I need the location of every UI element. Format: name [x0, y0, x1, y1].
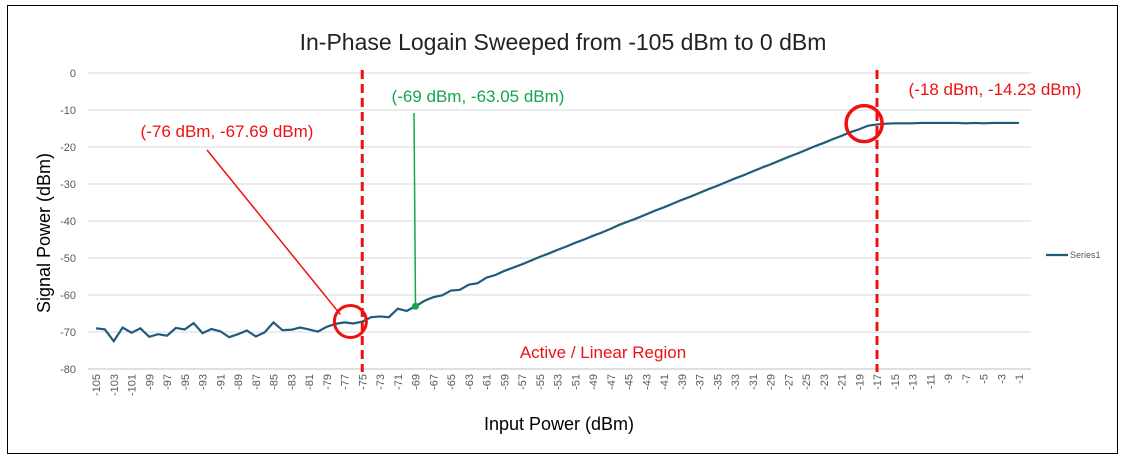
series-line — [95, 121, 1019, 344]
y-tick-label: -60 — [60, 290, 76, 302]
legend-label: Series1 — [1070, 250, 1101, 260]
x-tick-label: -51 — [570, 374, 582, 390]
x-tick-label: -89 — [233, 374, 245, 390]
x-tick-label: -83 — [286, 374, 298, 390]
annotation-label: (-18 dBm, -14.23 dBm) — [909, 80, 1082, 99]
x-tick-label: -91 — [215, 374, 227, 390]
marker-dot — [412, 302, 419, 310]
y-tick-label: -70 — [60, 327, 76, 339]
y-tick-label: -80 — [60, 364, 76, 376]
x-tick-label: -105 — [91, 374, 103, 396]
x-tick-label: -35 — [712, 374, 724, 390]
x-tick-label: -21 — [837, 374, 849, 390]
x-tick-label: -17 — [872, 374, 884, 390]
x-tick-label: -101 — [127, 374, 139, 396]
y-tick-label: -20 — [60, 142, 76, 154]
x-tick-label: -33 — [730, 374, 742, 390]
y-tick-label: -10 — [60, 105, 76, 117]
x-tick-label: -95 — [180, 374, 192, 390]
x-tick-label: -13 — [908, 374, 920, 390]
x-tick-label: -15 — [890, 374, 902, 390]
x-tick-label: -53 — [553, 374, 565, 390]
x-tick-label: -47 — [606, 374, 618, 390]
x-tick-label: -87 — [251, 374, 263, 390]
x-tick-label: -73 — [375, 374, 387, 390]
x-tick-label: -85 — [269, 374, 281, 390]
y-tick-label: 0 — [70, 68, 76, 80]
x-tick-label: -93 — [198, 374, 210, 390]
legend: Series1 — [1046, 250, 1101, 260]
annotation-label: (-69 dBm, -63.05 dBm) — [392, 87, 565, 106]
x-tick-label: -39 — [677, 374, 689, 390]
y-tick-labels: 0 -10 -20 -30 -40 -50 -60 -70 -80 — [60, 68, 76, 376]
x-tick-label: -23 — [819, 374, 831, 390]
x-tick-label: -99 — [144, 374, 156, 390]
x-tick-labels: -105 -103 -101 -99 -97 -95 -93 -91 -89 -87 -85 -83-… — [91, 374, 1026, 396]
y-tick-label: -40 — [60, 216, 76, 228]
gridlines — [88, 72, 1031, 370]
x-tick-label: -5 — [979, 374, 991, 384]
x-tick-label: -55 — [535, 374, 547, 390]
x-tick-label: -77 — [340, 374, 352, 390]
x-tick-label: -61 — [482, 374, 494, 390]
x-tick-label: -69 — [411, 374, 423, 390]
x-tick-label: -63 — [464, 374, 476, 390]
x-axis-title: Input Power (dBm) — [484, 414, 634, 434]
x-tick-label: -31 — [748, 374, 760, 390]
leader-line — [206, 149, 341, 315]
x-tick-label: -81 — [304, 374, 316, 390]
x-tick-label: -71 — [393, 374, 405, 390]
x-tick-label: -25 — [801, 374, 813, 390]
chart-frame — [7, 5, 1118, 454]
y-tick-label: -30 — [60, 179, 76, 191]
marker-circle — [332, 303, 368, 339]
x-tick-label: -7 — [961, 374, 973, 384]
x-tick-label: -67 — [428, 374, 440, 390]
x-tick-label: -57 — [517, 374, 529, 390]
x-tick-label: -65 — [446, 374, 458, 390]
chart-title: In-Phase Logain Sweeped from -105 dBm to… — [300, 29, 827, 55]
x-tick-label: -37 — [695, 374, 707, 390]
x-tick-label: -79 — [322, 374, 334, 390]
leader-line — [413, 112, 417, 307]
y-axis-title: Signal Power (dBm) — [34, 153, 54, 313]
x-tick-label: -41 — [659, 374, 671, 390]
marker-circle — [844, 103, 884, 144]
annotation-label: (-76 dBm, -67.69 dBm) — [141, 122, 314, 141]
x-tick-label: -11 — [925, 374, 937, 389]
x-tick-label: -9 — [943, 374, 955, 384]
x-tick-label: -75 — [357, 374, 369, 390]
x-tick-label: -3 — [996, 374, 1008, 384]
region-label: Active / Linear Region — [520, 343, 686, 362]
annotations: (-76 dBm, -67.69 dBm) (-69 dBm, -63.05 dB… — [141, 70, 1082, 372]
x-tick-label: -49 — [588, 374, 600, 390]
y-tick-label: -50 — [60, 253, 76, 265]
x-tick-label: -97 — [162, 374, 174, 390]
x-tick-label: -103 — [109, 374, 121, 396]
x-tick-label: -19 — [854, 374, 866, 390]
x-tick-label: -45 — [624, 374, 636, 390]
x-tick-label: -27 — [783, 374, 795, 390]
x-tick-label: -59 — [499, 374, 511, 390]
x-tick-label: -43 — [641, 374, 653, 390]
x-tick-label: -1 — [1014, 374, 1026, 384]
x-tick-label: -29 — [766, 374, 778, 390]
